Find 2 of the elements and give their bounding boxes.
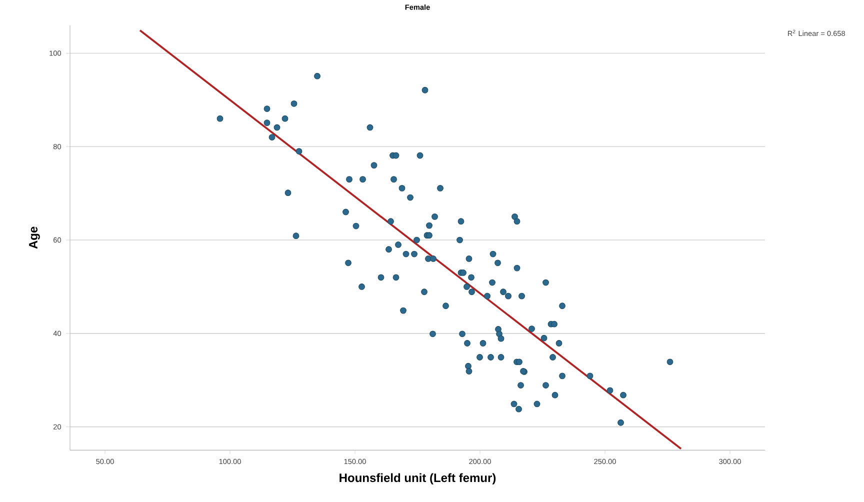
y-axis-title: Age	[29, 226, 40, 249]
x-axis-title: Hounsfield unit (Left femur)	[340, 473, 496, 484]
